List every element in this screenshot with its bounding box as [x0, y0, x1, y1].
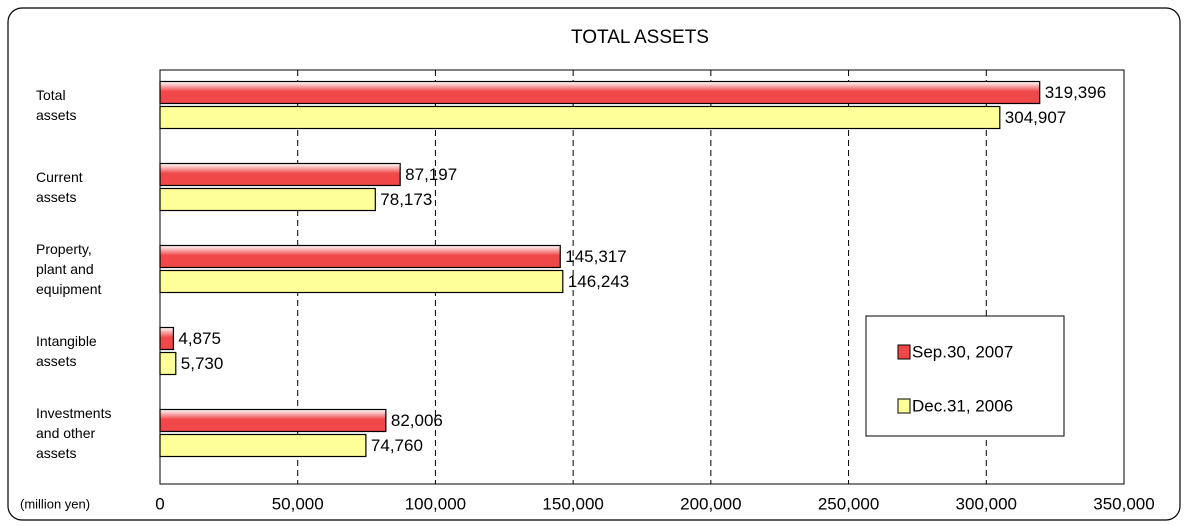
x-tick-label: 100,000 — [405, 494, 466, 513]
data-label: 304,907 — [1005, 108, 1066, 127]
y-tick-label: Current assets — [36, 169, 83, 205]
legend-swatch — [897, 398, 911, 414]
bar — [159, 80, 1041, 105]
bar — [159, 187, 376, 212]
x-tick-label: 0 — [155, 494, 164, 513]
x-tick-label: 250,000 — [818, 494, 879, 513]
data-label: 78,173 — [380, 190, 432, 209]
x-tick-label: 350,000 — [1093, 494, 1154, 513]
x-tick-label: 200,000 — [680, 494, 741, 513]
data-label: 319,396 — [1045, 83, 1106, 102]
data-label: 87,197 — [405, 165, 457, 184]
data-label: 4,875 — [178, 329, 221, 348]
bar — [159, 162, 401, 187]
x-tick-label: 300,000 — [956, 494, 1017, 513]
bar — [159, 244, 561, 269]
bar — [159, 433, 367, 458]
legend-label: Sep.30, 2007 — [912, 342, 1013, 361]
bar — [159, 269, 564, 294]
legend-swatch — [897, 344, 911, 360]
bar — [159, 326, 175, 351]
legend-label: Dec.31, 2006 — [912, 396, 1013, 415]
x-axis-label: (million yen) — [20, 496, 90, 511]
data-label: 5,730 — [181, 354, 224, 373]
data-label: 145,317 — [565, 247, 626, 266]
x-tick-label: 150,000 — [542, 494, 603, 513]
x-tick-label: 50,000 — [272, 494, 324, 513]
data-label: 82,006 — [391, 411, 443, 430]
legend-box — [865, 315, 1065, 437]
data-label: 146,243 — [568, 272, 629, 291]
y-tick-label: Investments and other assets — [36, 405, 112, 461]
chart-title: TOTAL ASSETS — [571, 27, 709, 48]
bar — [159, 351, 177, 376]
bar — [159, 105, 1001, 130]
y-tick-label: Total assets — [36, 87, 77, 123]
data-label: 74,760 — [371, 436, 423, 455]
y-tick-label: Intangible assets — [36, 333, 97, 369]
bar — [159, 408, 387, 433]
y-tick-label: Property, plant and equipment — [36, 241, 102, 297]
